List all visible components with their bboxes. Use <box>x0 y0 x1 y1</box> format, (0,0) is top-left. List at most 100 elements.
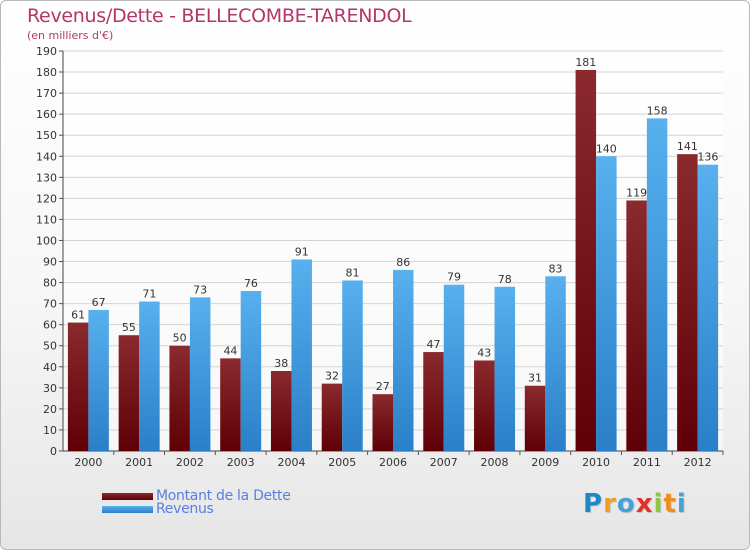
x-tick-label: 2009 <box>531 456 559 469</box>
data-label-revenus: 67 <box>92 296 106 309</box>
y-tick-label: 90 <box>43 256 57 269</box>
bar-revenus <box>646 118 668 452</box>
proxiti-logo: Proxiti <box>583 489 687 519</box>
y-tick-label: 160 <box>36 108 57 121</box>
bar-dette <box>321 383 343 451</box>
y-tick-label: 100 <box>36 234 57 247</box>
bar-dette <box>474 360 495 451</box>
x-tick-label: 2008 <box>481 456 509 469</box>
bar-dette <box>372 394 393 451</box>
chart-title: Revenus/Dette - BELLECOMBE-TARENDOL <box>27 5 412 27</box>
x-tick-label: 2005 <box>328 456 356 469</box>
legend-item-dette: Montant de la Dette <box>102 488 291 504</box>
legend-item-revenus: Revenus <box>102 501 214 517</box>
data-label-dette: 119 <box>626 186 647 199</box>
data-label-revenus: 76 <box>244 277 258 290</box>
y-tick-label: 130 <box>36 171 57 184</box>
bar-dette <box>524 385 546 451</box>
y-tick-label: 170 <box>36 87 57 100</box>
data-label-revenus: 83 <box>549 262 563 275</box>
y-tick-label: 20 <box>43 403 57 416</box>
data-label-revenus: 86 <box>396 256 410 269</box>
bar-dette <box>270 371 292 451</box>
x-tick-label: 2012 <box>684 456 712 469</box>
data-label-revenus: 73 <box>193 283 207 296</box>
bar-dette <box>118 335 140 451</box>
y-tick-label: 80 <box>43 277 57 290</box>
logo-letter: r <box>603 489 617 519</box>
x-tick-label: 2001 <box>125 456 153 469</box>
legend-swatch-dette <box>102 492 153 500</box>
data-label-revenus: 140 <box>596 142 617 155</box>
bar-revenus <box>697 164 719 451</box>
logo-letter: o <box>616 489 636 519</box>
y-tick-label: 190 <box>36 45 57 58</box>
y-tick-label: 0 <box>50 445 57 458</box>
x-tick-label: 2002 <box>176 456 204 469</box>
data-label-dette: 43 <box>477 346 491 359</box>
data-label-dette: 44 <box>223 344 237 357</box>
data-label-revenus: 91 <box>295 245 309 258</box>
y-tick-label: 150 <box>36 129 57 142</box>
x-tick-label: 2000 <box>74 456 102 469</box>
bar-dette <box>67 322 89 451</box>
data-label-revenus: 136 <box>697 151 718 164</box>
logo-letter: i <box>676 489 687 519</box>
y-tick-label: 30 <box>43 382 57 395</box>
data-label-revenus: 78 <box>498 273 512 286</box>
data-label-dette: 61 <box>71 309 85 322</box>
y-tick-label: 180 <box>36 66 57 79</box>
data-label-dette: 27 <box>376 380 390 393</box>
y-tick-label: 50 <box>43 340 57 353</box>
data-label-revenus: 81 <box>345 266 359 279</box>
data-label-dette: 38 <box>274 357 288 370</box>
bar-revenus <box>443 284 465 451</box>
bar-revenus <box>342 280 363 451</box>
logo-letter: P <box>583 489 604 519</box>
legend-label-revenus: Revenus <box>156 501 214 517</box>
bar-revenus <box>240 291 262 451</box>
data-label-revenus: 71 <box>142 288 156 301</box>
bar-dette <box>626 200 647 451</box>
bar-revenus <box>291 259 312 451</box>
legend-label-dette: Montant de la Dette <box>156 488 291 504</box>
data-label-dette: 31 <box>528 372 542 385</box>
y-tick-label: 70 <box>43 298 57 311</box>
bar-revenus <box>393 269 414 451</box>
bar-revenus <box>545 276 566 451</box>
data-label-dette: 181 <box>575 56 596 69</box>
y-tick-label: 10 <box>43 424 57 437</box>
logo-letter: t <box>663 489 677 519</box>
data-label-dette: 141 <box>677 140 698 153</box>
bar-revenus <box>494 286 516 451</box>
x-tick-label: 2003 <box>227 456 255 469</box>
logo-letter: x <box>635 489 654 519</box>
y-tick-label: 60 <box>43 319 57 332</box>
bar-revenus <box>596 156 617 451</box>
y-tick-label: 40 <box>43 361 57 374</box>
y-tick-label: 110 <box>36 213 57 226</box>
data-label-dette: 32 <box>325 370 339 383</box>
y-tick-label: 140 <box>36 150 57 163</box>
bar-dette <box>575 69 597 452</box>
data-label-revenus: 79 <box>447 271 461 284</box>
chart-subtitle: (en milliers d'€) <box>27 29 114 42</box>
x-tick-label: 2011 <box>633 456 661 469</box>
data-label-dette: 47 <box>427 338 441 351</box>
x-tick-label: 2010 <box>582 456 610 469</box>
bar-revenus <box>139 301 160 451</box>
x-tick-label: 2006 <box>379 456 407 469</box>
bar-revenus <box>88 309 109 451</box>
x-tick-label: 2007 <box>430 456 458 469</box>
bar-dette <box>220 358 241 451</box>
legend-swatch-revenus <box>102 505 153 513</box>
x-tick-label: 2004 <box>277 456 305 469</box>
bar-revenus <box>189 297 211 451</box>
data-label-dette: 55 <box>122 321 136 334</box>
data-label-dette: 50 <box>173 332 187 345</box>
bar-dette <box>169 345 190 451</box>
y-tick-label: 120 <box>36 192 57 205</box>
bar-dette <box>677 154 698 451</box>
